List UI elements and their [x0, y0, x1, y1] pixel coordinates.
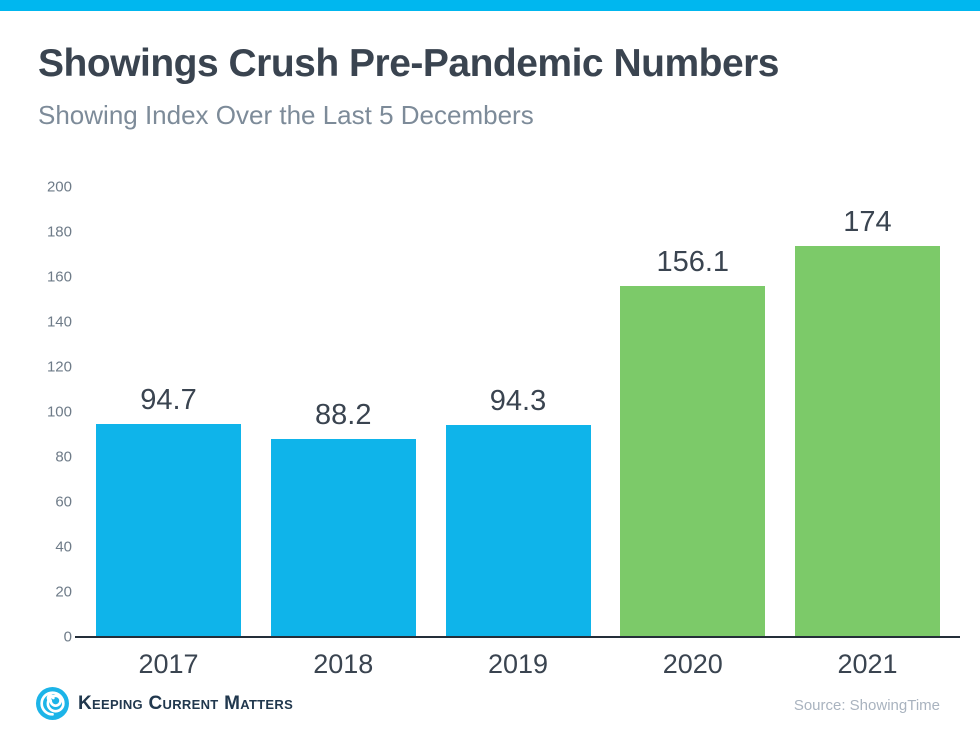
bar-value-label: 174 — [843, 205, 892, 238]
bar-group-2017: 94.7 — [96, 187, 241, 637]
bar-2019 — [445, 424, 591, 637]
y-axis-tick-label: 40 — [55, 538, 72, 556]
y-axis-tick-label: 60 — [55, 493, 72, 511]
x-axis-label-2021: 2021 — [837, 649, 898, 679]
bar-2017 — [96, 423, 241, 637]
page-subtitle: Showing Index Over the Last 5 Decembers — [38, 100, 534, 130]
y-axis-tick-label: 100 — [46, 403, 72, 421]
y-axis-tick-label: 140 — [46, 313, 72, 331]
kcm-logo-text: Keeping Current Matters — [78, 692, 294, 714]
page-title: Showings Crush Pre-Pandemic Numbers — [38, 42, 780, 85]
y-axis-tick-label: 80 — [55, 448, 72, 466]
bar-value-label: 94.3 — [489, 384, 547, 417]
y-axis-tick-label: 20 — [55, 583, 72, 601]
kcm-swirl-icon — [36, 687, 69, 720]
bar-group-2018: 88.2 — [270, 187, 416, 637]
bar-group-2020: 156.1 — [620, 187, 766, 637]
bar-value-label: 88.2 — [315, 398, 372, 431]
x-axis-labels: 2017 2018 2019 2020 2021 — [96, 649, 940, 680]
bar-value-label: 94.7 — [140, 383, 197, 416]
bar-2018 — [270, 438, 416, 637]
bar-value-label: 156.1 — [656, 245, 730, 278]
kcm-logo: Keeping Current Matters — [36, 687, 293, 720]
plot-area: 94.7 88.2 94.3 156.1 174 — [96, 187, 940, 637]
x-axis-label-2019: 2019 — [487, 649, 549, 679]
bar-group-2021: 174 — [795, 187, 940, 637]
y-axis-tick-label: 200 — [46, 178, 72, 196]
x-axis-label-2017: 2017 — [138, 649, 199, 679]
x-axis-label-2018: 2018 — [313, 649, 374, 679]
bar-2021 — [795, 245, 940, 637]
y-axis-tick-label: 0 — [63, 628, 72, 646]
x-axis-label-2020: 2020 — [662, 649, 723, 679]
bar-group-2019: 94.3 — [445, 187, 591, 637]
y-axis-tick-label: 180 — [46, 223, 72, 241]
brand-accent-bar — [0, 0, 980, 11]
source-attribution: Source: ShowingTime — [793, 697, 940, 714]
x-axis-line — [75, 636, 960, 638]
y-axis-tick-label: 160 — [46, 268, 72, 286]
y-axis-tick-label: 120 — [46, 358, 72, 376]
bar-2020 — [620, 285, 766, 637]
